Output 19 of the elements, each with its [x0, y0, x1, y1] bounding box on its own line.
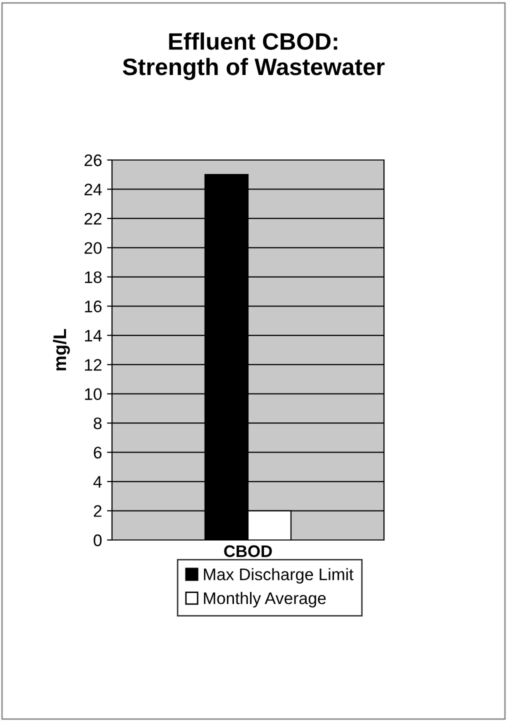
y-tick-label: 14 [85, 330, 102, 342]
chart-title: Effluent CBOD: Strength of Wastewater [122, 32, 385, 80]
y-tick-label: 18 [85, 271, 102, 284]
legend-label: Max Discharge Limit [204, 568, 354, 584]
y-tick-label: 4 [93, 476, 102, 488]
y-tick-label: 26 [84, 154, 102, 166]
y-axis-title: mg/L [52, 328, 70, 370]
y-tick-label: 0 [94, 534, 102, 546]
y-tick-label: 20 [84, 242, 102, 254]
x-tick-label: CBOD [224, 545, 272, 558]
y-tick-label: 24 [84, 184, 102, 196]
y-tick-label: 10 [85, 388, 102, 400]
y-tick-label: 16 [85, 300, 102, 312]
legend-label: Monthly Average [204, 592, 326, 608]
y-tick-label: 8 [94, 417, 102, 430]
y-tick-label: 2 [94, 505, 102, 517]
y-tick-label: 22 [84, 212, 102, 224]
y-tick-label: 12 [85, 359, 102, 371]
y-tick-label: 6 [94, 446, 102, 459]
